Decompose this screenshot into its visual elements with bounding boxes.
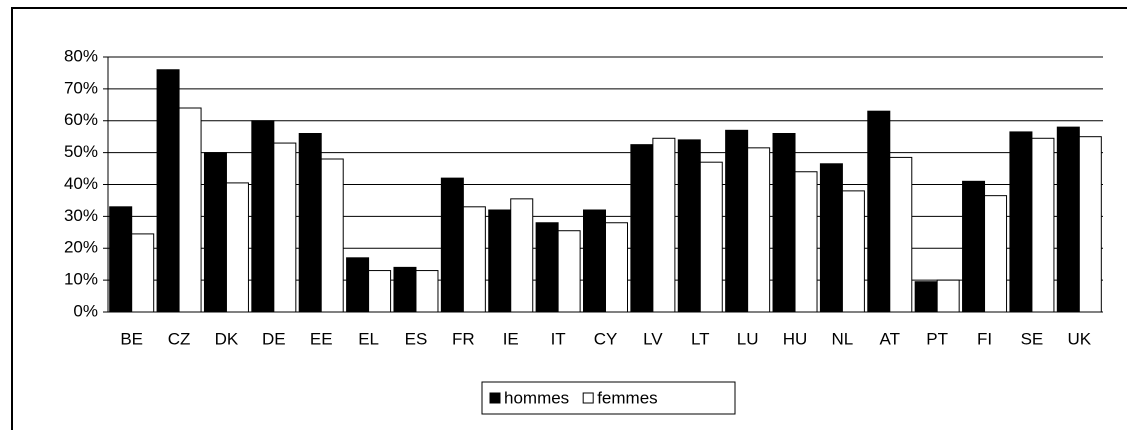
bar	[225, 182, 249, 313]
bar	[393, 266, 417, 313]
x-tick-label: NL	[832, 329, 854, 348]
x-tick-label: CY	[594, 329, 618, 348]
x-tick-label: DK	[215, 329, 239, 348]
x-tick-label: CZ	[168, 329, 191, 348]
legend-label: femmes	[597, 388, 657, 407]
bar	[156, 69, 180, 313]
bar	[605, 222, 628, 313]
bar	[630, 144, 654, 313]
bar	[178, 107, 202, 313]
bar	[510, 198, 534, 313]
bar	[298, 133, 322, 313]
y-tick-label: 60%	[64, 110, 98, 129]
bar	[867, 110, 891, 313]
y-tick-label: 80%	[64, 46, 98, 65]
y-tick-label: 40%	[64, 174, 98, 193]
y-tick-label: 50%	[64, 142, 98, 161]
bar	[368, 270, 392, 313]
x-tick-label: IT	[551, 329, 566, 348]
bar	[914, 281, 938, 313]
bar	[1056, 126, 1080, 313]
bar	[488, 209, 512, 313]
x-tick-label: AT	[880, 329, 900, 348]
bar	[415, 270, 439, 313]
bar	[725, 129, 749, 313]
bar	[1031, 137, 1055, 313]
x-tick-label: ES	[405, 329, 428, 348]
legend-swatch	[582, 392, 594, 404]
x-tick-label: UK	[1067, 329, 1091, 348]
bar	[131, 233, 155, 313]
x-tick-label: LT	[691, 329, 710, 348]
bar	[652, 137, 676, 313]
x-tick-label: EE	[310, 329, 333, 348]
x-tick-label: FI	[977, 329, 992, 348]
y-tick-label: 30%	[64, 206, 98, 225]
bar	[936, 279, 960, 313]
bar	[251, 120, 275, 313]
bar	[984, 195, 1008, 313]
bar	[273, 142, 297, 313]
bar	[747, 147, 771, 313]
bar	[889, 156, 913, 313]
bar	[794, 171, 818, 313]
bar	[109, 206, 133, 313]
bar	[535, 222, 559, 313]
legend-swatch	[489, 392, 501, 404]
y-tick-label: 10%	[64, 270, 98, 289]
x-tick-label: HU	[783, 329, 808, 348]
x-tick-label: LU	[737, 329, 759, 348]
bar	[841, 190, 865, 313]
bar	[346, 257, 370, 313]
y-tick-label: 70%	[64, 78, 98, 97]
bar	[962, 180, 986, 313]
y-tick-label: 20%	[64, 238, 98, 257]
x-tick-label: EL	[358, 329, 379, 348]
bar	[772, 133, 796, 313]
legend-box	[481, 381, 736, 415]
x-tick-label: FR	[452, 329, 475, 348]
bar	[462, 206, 486, 313]
bar	[1009, 131, 1033, 313]
bar	[203, 152, 227, 313]
bar	[557, 230, 581, 313]
bar	[440, 177, 464, 313]
x-tick-label: PT	[926, 329, 948, 348]
x-tick-label: LV	[643, 329, 663, 348]
bar	[1078, 136, 1102, 313]
x-tick-label: DE	[262, 329, 286, 348]
bar	[819, 163, 843, 313]
x-tick-label: BE	[120, 329, 143, 348]
bar	[320, 158, 344, 313]
x-tick-label: SE	[1021, 329, 1044, 348]
y-tick-label: 0%	[73, 301, 98, 320]
bar	[583, 209, 606, 313]
x-tick-label: IE	[503, 329, 519, 348]
bar	[677, 139, 701, 313]
bar	[699, 161, 723, 313]
legend-label: hommes	[504, 388, 569, 407]
